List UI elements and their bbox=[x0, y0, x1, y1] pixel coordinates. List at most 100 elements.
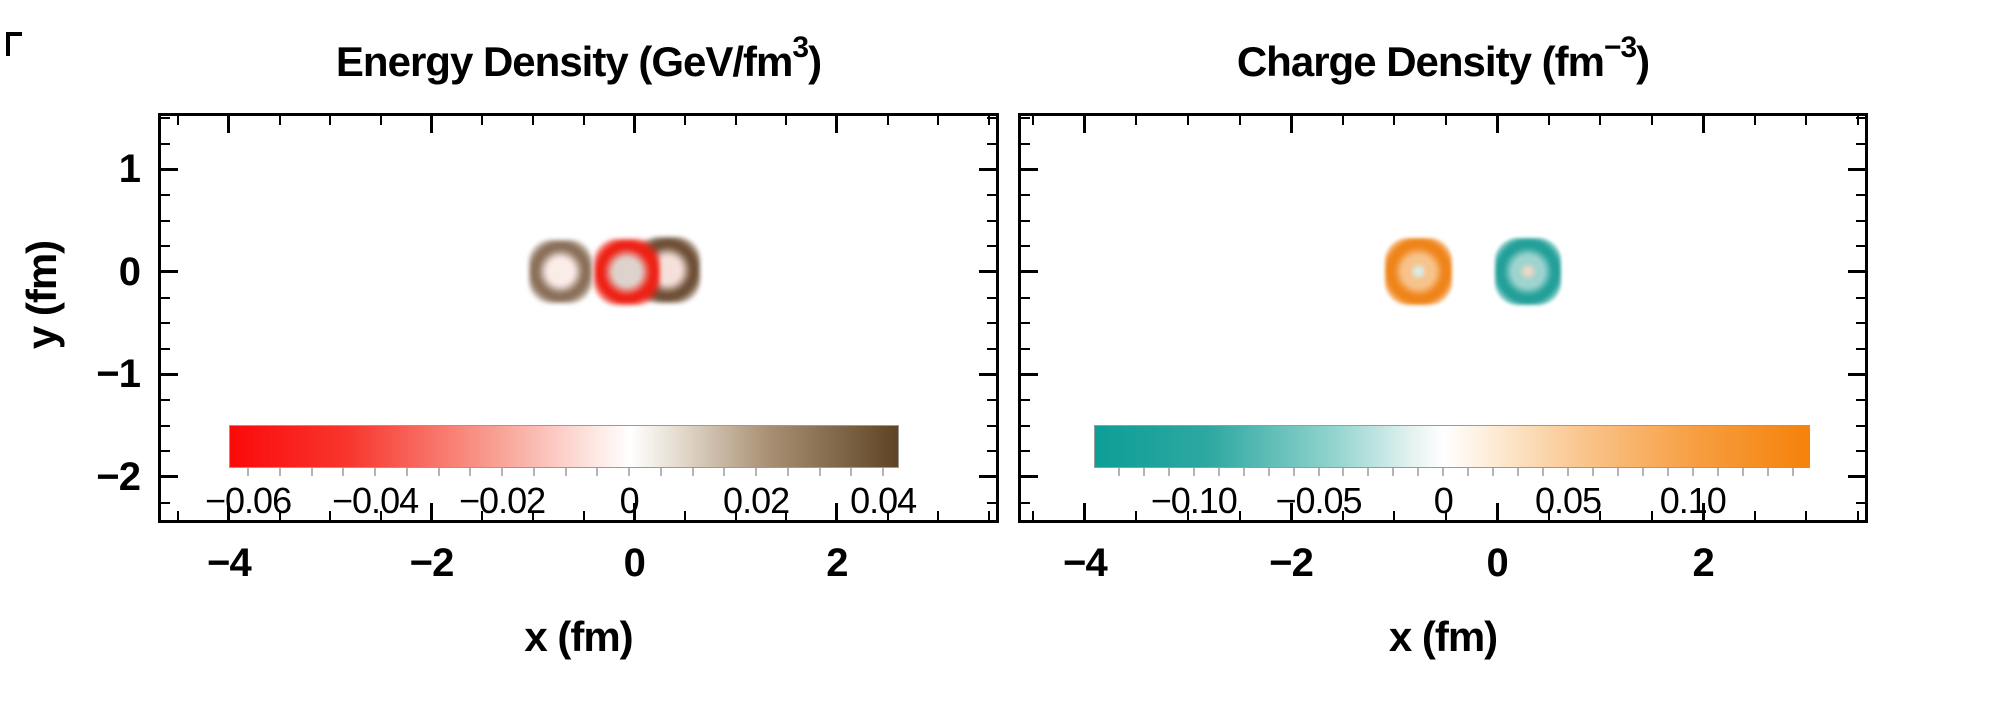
x-minor-tick bbox=[1805, 116, 1808, 125]
y-minor-tick bbox=[1856, 450, 1865, 453]
x-minor-tick bbox=[1393, 511, 1396, 520]
y-minor-tick bbox=[1856, 296, 1865, 299]
colorbar-tick-label: 0.05 bbox=[1534, 480, 1602, 521]
x-minor-tick bbox=[177, 116, 180, 125]
colorbar-tick bbox=[278, 468, 281, 476]
x-major-tick bbox=[430, 503, 434, 520]
y-major-tick bbox=[1021, 167, 1038, 171]
y-tick-label: −2 bbox=[96, 454, 141, 499]
colorbar-tick bbox=[1691, 468, 1694, 476]
energy-title-superscript: 3 bbox=[792, 31, 809, 64]
x-minor-tick bbox=[329, 116, 332, 125]
x-minor-tick bbox=[1135, 511, 1138, 520]
y-minor-tick bbox=[161, 501, 170, 504]
y-minor-tick bbox=[1021, 322, 1030, 325]
colorbar-tick bbox=[405, 468, 408, 476]
colorbar-tick bbox=[1117, 468, 1120, 476]
x-minor-tick bbox=[1032, 511, 1035, 520]
x-minor-tick bbox=[379, 511, 382, 520]
colorbar-tick-label: 0.10 bbox=[1659, 480, 1727, 521]
colorbar-tick bbox=[1791, 468, 1794, 476]
y-minor-tick bbox=[1856, 424, 1865, 427]
x-minor-tick bbox=[481, 116, 484, 125]
y-minor-tick bbox=[987, 194, 996, 196]
x-minor-tick bbox=[785, 511, 788, 520]
plot-frame-left bbox=[158, 113, 999, 523]
energy-density-ring bbox=[528, 240, 592, 304]
x-major-tick bbox=[1495, 503, 1499, 520]
x-minor-tick bbox=[1753, 116, 1756, 125]
x-major-tick bbox=[1289, 116, 1293, 133]
y-minor-tick bbox=[1856, 117, 1865, 120]
x-minor-tick bbox=[582, 116, 585, 125]
y-major-tick bbox=[979, 372, 996, 376]
x-minor-tick bbox=[1341, 116, 1344, 125]
colorbar-tick bbox=[628, 468, 631, 476]
y-major-tick bbox=[1848, 372, 1865, 376]
x-major-tick bbox=[1701, 503, 1705, 520]
colorbar-tick-label: −0.10 bbox=[1150, 480, 1238, 521]
y-major-tick bbox=[1848, 475, 1865, 479]
x-minor-tick bbox=[1805, 511, 1808, 520]
colorbar-tick bbox=[1317, 468, 1320, 476]
colorbar-tick-label: 0 bbox=[1433, 480, 1454, 521]
colorbar-tick bbox=[1766, 468, 1769, 476]
x-minor-tick bbox=[481, 511, 484, 520]
y-major-tick bbox=[979, 167, 996, 171]
x-minor-tick bbox=[1856, 116, 1859, 125]
y-major-tick bbox=[1848, 167, 1865, 171]
colorbar-tick bbox=[786, 468, 789, 476]
y-minor-tick bbox=[1856, 347, 1865, 350]
colorbar-tick bbox=[1741, 468, 1744, 476]
y-minor-tick bbox=[1856, 501, 1865, 504]
x-minor-tick bbox=[582, 511, 585, 520]
colorbar-tick bbox=[1217, 468, 1220, 476]
x-minor-tick bbox=[683, 511, 686, 520]
colorbar-tick bbox=[1666, 468, 1669, 476]
colorbar-tick bbox=[850, 468, 853, 476]
colorbar-left bbox=[229, 425, 899, 468]
y-major-tick bbox=[1848, 270, 1865, 274]
x-major-tick bbox=[227, 503, 231, 520]
x-minor-tick bbox=[1444, 511, 1447, 520]
x-tick-label: −4 bbox=[1063, 541, 1108, 585]
colorbar-tick bbox=[1641, 468, 1644, 476]
x-minor-tick bbox=[1547, 116, 1550, 125]
x-minor-tick bbox=[683, 116, 686, 125]
colorbar-tick bbox=[247, 468, 250, 476]
x-tick-label: −2 bbox=[409, 541, 455, 585]
colorbar-tick bbox=[1716, 468, 1719, 476]
colorbar-tick-label: 0.02 bbox=[723, 480, 790, 521]
x-minor-tick bbox=[1444, 116, 1447, 125]
x-minor-tick bbox=[177, 511, 180, 520]
x-minor-tick bbox=[1135, 116, 1138, 125]
y-major-tick bbox=[1021, 475, 1038, 479]
x-axis-label-charge: x (fm) bbox=[1388, 613, 1498, 660]
x-minor-tick bbox=[1187, 116, 1189, 125]
colorbar-tick-label: 0.04 bbox=[850, 480, 917, 521]
y-minor-tick bbox=[987, 219, 996, 222]
y-major-tick bbox=[1021, 270, 1038, 274]
y-minor-tick bbox=[1021, 117, 1030, 120]
colorbar-tick bbox=[342, 468, 345, 476]
energy-panel-title: Energy Density (GeV/fm3) bbox=[158, 24, 999, 90]
y-minor-tick bbox=[987, 399, 996, 401]
y-major-tick bbox=[161, 167, 178, 171]
colorbar-tick bbox=[818, 468, 821, 476]
colorbar-tick bbox=[1567, 468, 1569, 476]
colorbar-tick bbox=[659, 468, 662, 476]
stray-vertical-stroke bbox=[6, 32, 10, 56]
charge-title-close-paren: ) bbox=[1636, 38, 1650, 85]
x-major-tick bbox=[1701, 116, 1705, 133]
y-tick-label: 0 bbox=[118, 249, 141, 294]
y-minor-tick bbox=[1021, 347, 1030, 350]
x-minor-tick bbox=[1341, 511, 1344, 520]
energy-title-text: Energy Density (GeV/fm bbox=[335, 38, 793, 85]
x-minor-tick bbox=[785, 116, 788, 125]
y-minor-tick bbox=[161, 296, 170, 299]
colorbar-tick bbox=[1591, 468, 1594, 476]
colorbar-tick bbox=[1167, 468, 1170, 476]
colorbar-tick bbox=[310, 468, 313, 476]
energy-title-close-paren: ) bbox=[808, 38, 822, 85]
y-minor-tick bbox=[987, 501, 996, 504]
